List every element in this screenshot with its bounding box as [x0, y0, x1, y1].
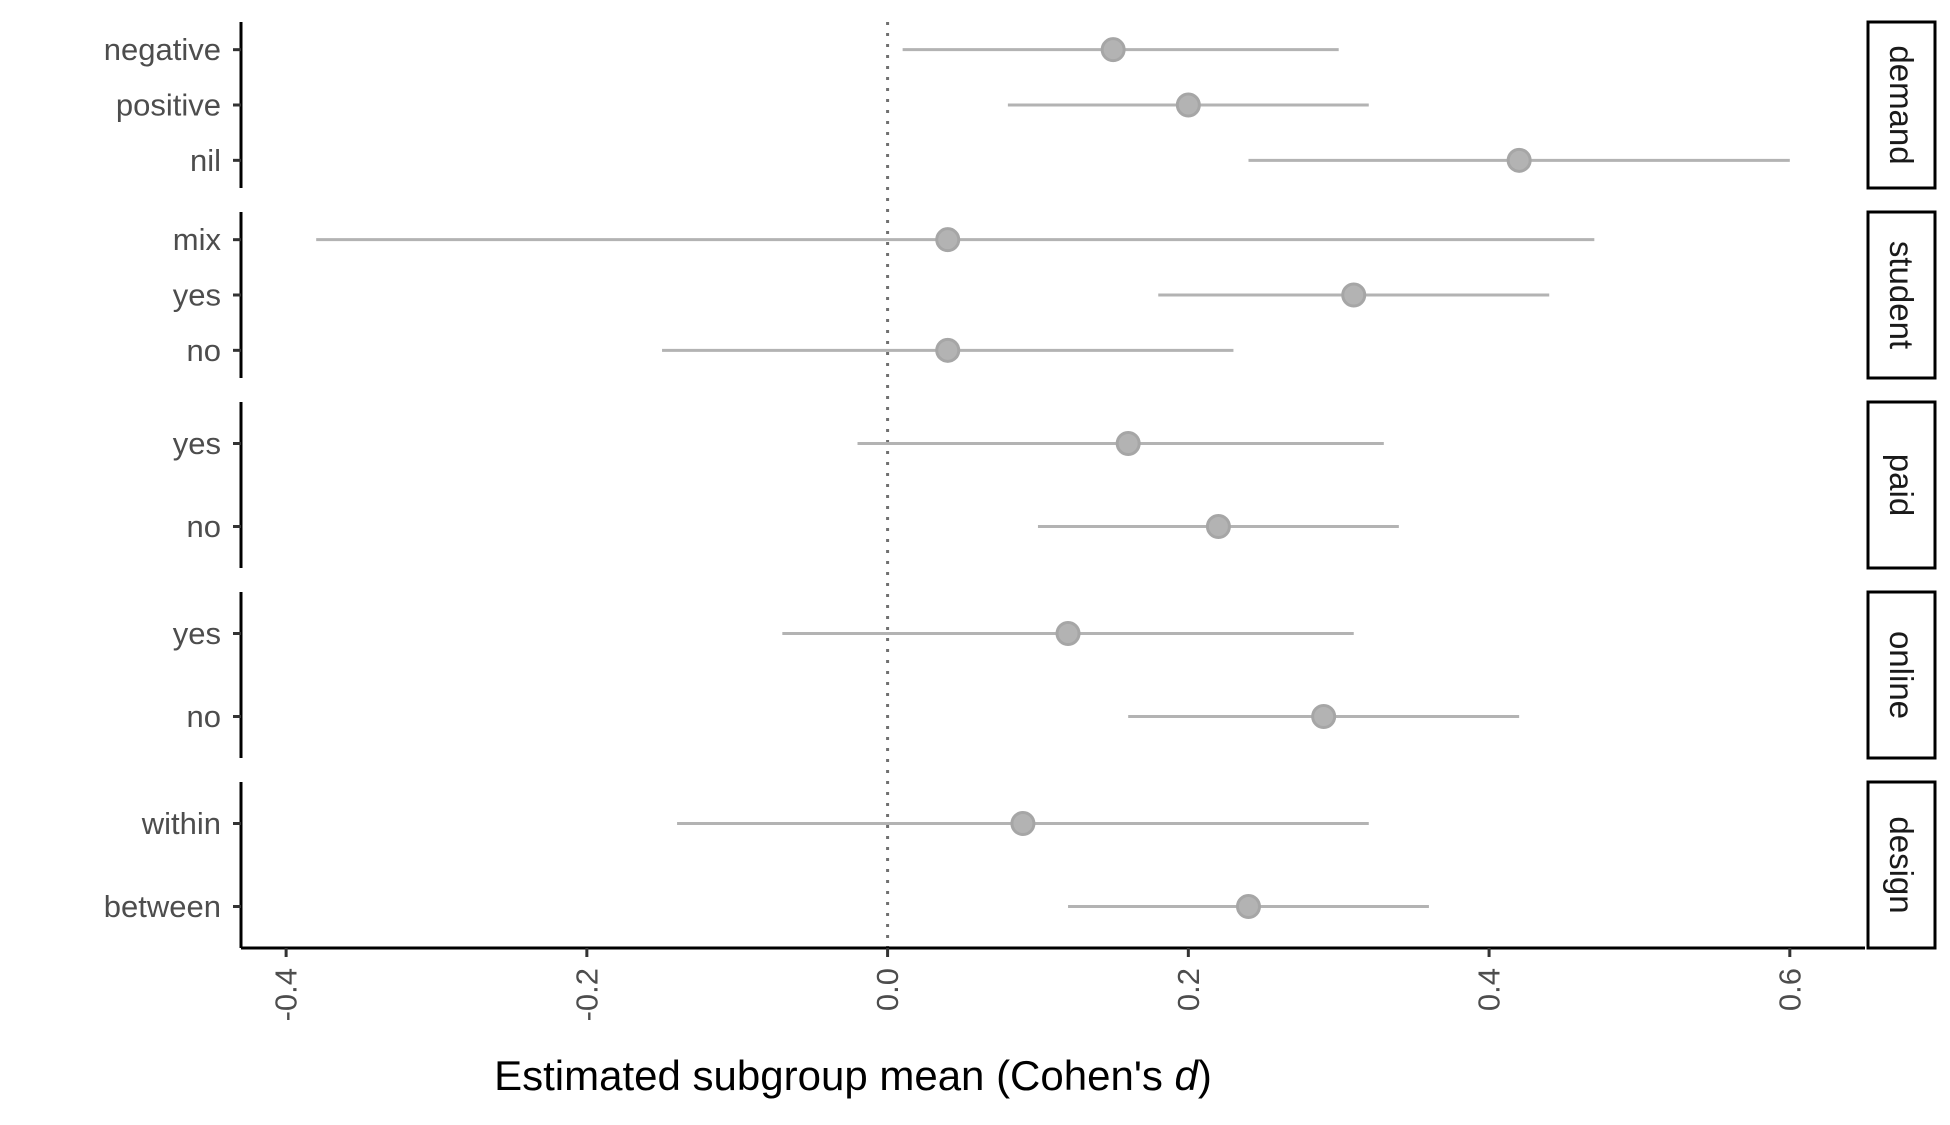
x-tick-label: -0.2: [569, 968, 604, 1021]
y-tick-label: yes: [173, 278, 221, 313]
row-student-yes: yes: [173, 278, 1550, 313]
y-tick-label: between: [104, 889, 221, 924]
row-online-yes: yes: [173, 616, 1354, 651]
row-paid-yes: yes: [173, 426, 1384, 461]
facet-student: student mix yes no: [173, 210, 1937, 380]
facet-strip: [1866, 590, 1937, 760]
y-tick-label: no: [187, 509, 221, 544]
facet-panels: demand negative positive nil student mix yes no…: [104, 20, 1937, 950]
point-estimate: [1175, 92, 1201, 118]
facet-strip-label: demand: [1883, 45, 1920, 164]
x-tick-label: 0.6: [1772, 968, 1807, 1011]
point-estimate: [1010, 811, 1036, 836]
point-estimate: [935, 337, 961, 363]
facet-strip: [1866, 780, 1937, 950]
x-axis-title: Estimated subgroup mean (Cohen's d): [494, 1052, 1212, 1099]
x-axis: -0.4 -0.2 0.0 0.2 0.4 0.6: [241, 946, 1865, 1021]
y-tick-label: no: [187, 333, 221, 368]
facet-strip: [1866, 400, 1937, 570]
y-tick-label: no: [187, 699, 221, 734]
x-tick-label: 0.4: [1472, 968, 1507, 1011]
row-student-mix: mix: [173, 222, 1595, 257]
facet-paid: paid yes no: [173, 400, 1937, 570]
y-tick-label: mix: [173, 222, 222, 257]
row-design-between: between: [104, 889, 1429, 924]
y-tick-label: positive: [116, 88, 221, 123]
row-student-no: no: [187, 333, 1234, 368]
row-paid-no: no: [187, 509, 1399, 544]
y-tick-label: yes: [173, 616, 221, 651]
facet-strip-label: design: [1883, 816, 1920, 913]
point-estimate: [1115, 431, 1141, 456]
point-estimate: [1100, 37, 1126, 63]
point-estimate: [1055, 621, 1081, 646]
y-tick-label: nil: [190, 143, 221, 178]
point-estimate: [1205, 514, 1231, 539]
point-estimate: [1341, 282, 1367, 308]
row-demand-nil: nil: [190, 143, 1790, 178]
y-tick-label: yes: [173, 426, 221, 461]
facet-strip: [1866, 20, 1937, 190]
y-tick-label: within: [141, 806, 221, 841]
facet-strip-label: student: [1883, 241, 1920, 349]
facet-strip-label: paid: [1883, 454, 1920, 516]
row-demand-negative: negative: [104, 32, 1339, 67]
row-demand-positive: positive: [116, 88, 1369, 123]
point-estimate: [1311, 704, 1337, 729]
y-tick-label: negative: [104, 32, 221, 67]
facet-strip: [1866, 210, 1937, 380]
facet-online: online yes no: [173, 590, 1937, 760]
facet-design: design within between: [104, 780, 1937, 950]
row-design-within: within: [141, 806, 1369, 841]
point-estimate: [1235, 894, 1261, 919]
point-estimate: [935, 227, 961, 253]
x-tick-label: -0.4: [269, 968, 304, 1021]
x-tick-label: 0.0: [870, 968, 905, 1011]
facet-demand: demand negative positive nil: [104, 20, 1937, 190]
row-online-no: no: [187, 699, 1520, 734]
point-estimate: [1506, 147, 1532, 173]
x-tick-label: 0.2: [1171, 968, 1206, 1011]
facet-strip-label: online: [1883, 631, 1920, 719]
